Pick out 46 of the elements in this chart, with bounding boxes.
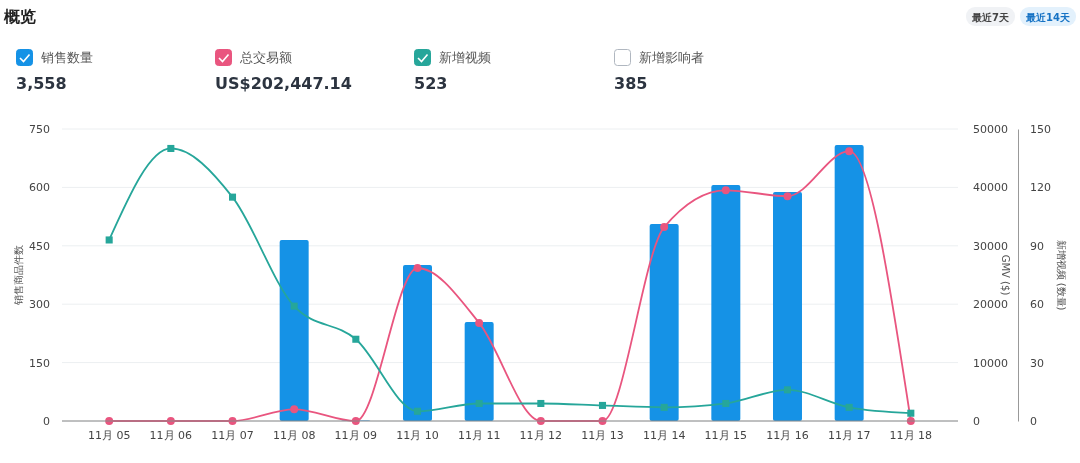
y3-tick-label: 120 [1030,181,1051,195]
y-tick-label: 300 [29,298,50,312]
y2-tick-label: 20000 [973,298,1008,312]
x-tick-label: 11月 18 [889,428,933,442]
y3-tick-label: 150 [1030,123,1051,137]
y-axis-title: 销售商品件数 [13,245,24,306]
x-tick-label: 11月 09 [334,428,378,442]
text: 523 [414,74,448,93]
text: US$202,447.14 [215,74,352,93]
text: 385 [614,74,648,93]
x-tick-label: 11月 07 [211,428,254,442]
y3-axis-title: 新增视频 (数量) [1056,239,1067,311]
x-tick-label: 11月 08 [272,428,316,442]
legend-label: 总交易额 [239,50,292,65]
x-tick-label: 11月 15 [704,428,748,442]
y-tick-label: 450 [29,239,50,253]
y2-tick-label: 40000 [973,181,1008,195]
legend-label: 新增视频 [439,50,491,65]
chart-title: 概览 [3,7,36,26]
y2-tick-label: 10000 [973,356,1008,370]
x-tick-label: 11月 12 [519,428,563,442]
y-tick-label: 600 [29,181,50,195]
x-tick-label: 11月 06 [149,428,193,442]
y3-tick-label: 60 [1030,298,1044,312]
y3-tick-label: 30 [1030,356,1044,370]
x-tick-label: 11月 11 [457,428,501,442]
y2-axis-title: GMV ($) [1000,254,1011,296]
x-tick-label: 11月 14 [642,428,686,442]
x-tick-label: 11月 17 [827,428,871,442]
y-tick-label: 0 [43,415,50,429]
y2-tick-label: 30000 [973,239,1008,253]
text: 最近7天 [971,11,1010,23]
text: 最近14天 [1025,11,1071,23]
text: 3,558 [16,74,67,93]
x-tick-label: 11月 13 [581,428,624,442]
y2-tick-label: 50000 [973,123,1008,137]
y3-tick-label: 90 [1030,239,1044,253]
x-tick-label: 11月 16 [766,428,809,442]
y-tick-label: 750 [29,123,50,137]
x-tick-label: 11月 05 [87,428,131,442]
text: 新增影响者 [639,50,704,65]
x-tick-label: 11月 10 [396,428,439,442]
legend-label: 销售数量 [40,50,93,65]
y-tick-label: 150 [29,356,50,370]
y3-tick-label: 0 [1030,415,1037,429]
y2-tick-label: 0 [973,415,980,429]
